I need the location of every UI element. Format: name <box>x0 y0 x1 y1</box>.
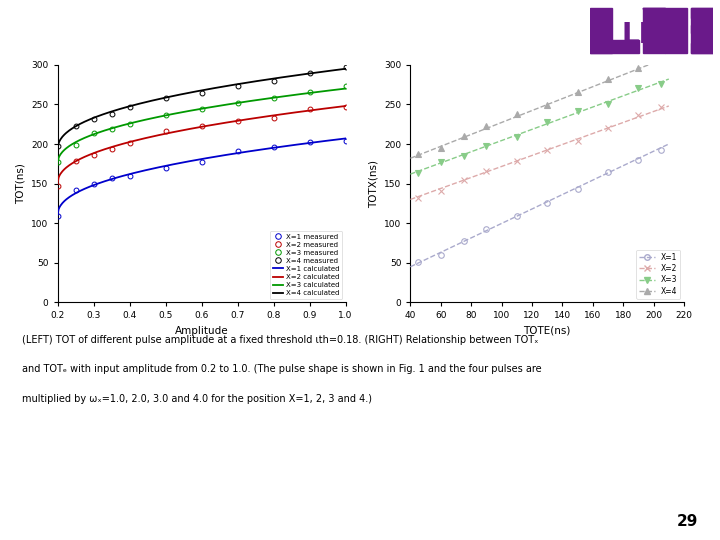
Bar <box>590 40 639 53</box>
Bar <box>590 8 613 53</box>
Bar <box>643 8 665 53</box>
X-axis label: Amplitude: Amplitude <box>175 326 228 336</box>
Legend: X=1 measured, X=2 measured, X=3 measured, X=4 measured, X=1 calculated, X=2 calc: X=1 measured, X=2 measured, X=3 measured… <box>270 231 342 299</box>
X-axis label: TOTE(ns): TOTE(ns) <box>523 326 571 336</box>
Bar <box>690 8 713 18</box>
Y-axis label: TOT(ns): TOT(ns) <box>16 163 26 204</box>
Bar <box>665 8 687 53</box>
Bar <box>690 43 713 53</box>
Y-axis label: TOTX(ns): TOTX(ns) <box>369 160 379 207</box>
Text: 29: 29 <box>677 514 698 529</box>
Text: LNE: LNE <box>622 21 681 49</box>
Bar <box>690 25 709 33</box>
Text: multiplied by ωₓ=1.0, 2.0, 3.0 and 4.0 for the position X=1, 2, 3 and 4.): multiplied by ωₓ=1.0, 2.0, 3.0 and 4.0 f… <box>22 394 372 404</box>
Polygon shape <box>643 8 687 53</box>
Legend: X=1, X=2, X=3, X=4: X=1, X=2, X=3, X=4 <box>636 249 680 299</box>
Text: and TOTₑ with input amplitude from 0.2 to 1.0. (The pulse shape is shown in Fig.: and TOTₑ with input amplitude from 0.2 t… <box>22 364 541 375</box>
Text: (LEFT) TOT of different pulse amplitude at a fixed threshold ιth=0.18. (RIGHT) R: (LEFT) TOT of different pulse amplitude … <box>22 335 538 345</box>
Bar <box>690 8 713 53</box>
